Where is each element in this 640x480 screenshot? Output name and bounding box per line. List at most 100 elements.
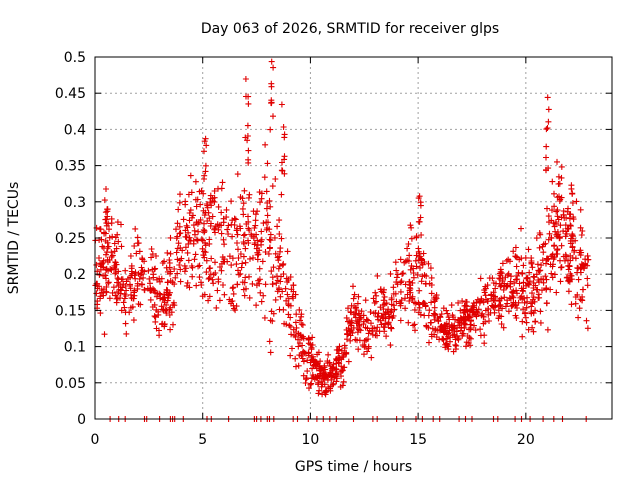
data-point <box>512 312 519 319</box>
data-point <box>501 294 508 301</box>
data-point <box>127 253 134 259</box>
data-point <box>577 224 584 231</box>
data-point <box>371 325 378 332</box>
data-point <box>292 319 299 326</box>
data-point <box>240 200 247 207</box>
x-axis-label: GPS time / hours <box>295 459 412 475</box>
data-point <box>558 174 565 181</box>
data-point <box>577 265 584 272</box>
data-point <box>480 299 487 306</box>
data-point <box>268 268 275 275</box>
data-point <box>288 331 295 338</box>
data-point <box>422 280 429 287</box>
data-point <box>193 282 200 289</box>
data-point <box>554 158 560 165</box>
data-point <box>456 319 463 326</box>
data-point <box>497 266 504 273</box>
data-point <box>426 339 432 346</box>
data-point <box>225 231 232 237</box>
data-point <box>276 231 283 237</box>
data-point <box>405 319 412 326</box>
data-point <box>497 301 504 308</box>
data-point <box>505 308 512 315</box>
y-tick-label: 0.15 <box>55 303 86 319</box>
data-point <box>167 234 174 241</box>
data-point <box>97 310 104 317</box>
data-point <box>185 257 192 264</box>
data-point <box>495 307 502 314</box>
data-point <box>291 332 298 339</box>
data-point <box>284 291 291 298</box>
data-point <box>332 371 339 378</box>
data-point <box>543 126 550 133</box>
data-point <box>525 246 532 253</box>
data-point <box>171 266 178 272</box>
data-point <box>524 275 531 282</box>
data-point <box>348 322 355 329</box>
data-point <box>325 351 332 358</box>
data-point <box>206 236 213 243</box>
data-point <box>104 208 111 215</box>
data-point <box>183 282 190 289</box>
data-point <box>372 289 379 296</box>
data-point <box>365 317 371 324</box>
data-point <box>293 363 299 370</box>
data-point <box>280 124 287 130</box>
data-point <box>354 325 361 331</box>
data-point <box>536 268 543 274</box>
data-point <box>443 340 450 347</box>
data-point <box>264 160 271 167</box>
data-point <box>315 390 322 397</box>
data-point <box>552 228 559 235</box>
data-point <box>502 303 509 310</box>
data-point <box>486 318 492 324</box>
data-point <box>244 133 251 139</box>
y-tick-label: 0.5 <box>64 50 86 66</box>
data-point <box>530 328 537 335</box>
data-point <box>489 275 496 282</box>
data-point <box>292 291 299 298</box>
data-point <box>411 299 418 306</box>
data-point <box>316 367 323 374</box>
data-point <box>463 339 470 346</box>
data-point <box>554 213 561 220</box>
data-point <box>518 225 524 232</box>
data-point <box>114 231 121 238</box>
data-point <box>477 275 484 282</box>
data-point <box>303 375 310 381</box>
data-point <box>553 289 560 296</box>
data-point <box>565 266 572 273</box>
data-point <box>467 321 474 328</box>
data-point <box>247 255 253 262</box>
data-point <box>98 289 105 296</box>
data-point <box>132 275 139 282</box>
data-point <box>554 207 561 214</box>
data-point <box>356 316 363 323</box>
data-point <box>519 318 526 325</box>
data-point <box>205 297 212 304</box>
data-point <box>102 272 109 279</box>
data-point <box>354 300 361 307</box>
data-point <box>237 270 244 277</box>
data-point <box>218 230 225 237</box>
data-point <box>418 232 425 238</box>
data-point <box>447 334 454 341</box>
data-point <box>112 234 119 241</box>
data-point <box>302 380 309 386</box>
data-point <box>206 293 213 300</box>
data-point <box>360 321 367 327</box>
data-point <box>470 304 477 311</box>
data-point <box>218 267 225 274</box>
data-point <box>584 282 591 289</box>
data-point <box>345 305 351 312</box>
data-point <box>554 247 561 254</box>
data-point <box>267 317 274 324</box>
data-point <box>182 198 189 205</box>
data-point <box>304 357 311 364</box>
data-point <box>533 286 540 293</box>
data-point <box>186 210 193 216</box>
data-point <box>529 290 535 297</box>
data-point <box>194 237 201 244</box>
data-point <box>428 299 435 306</box>
data-point <box>246 294 253 301</box>
